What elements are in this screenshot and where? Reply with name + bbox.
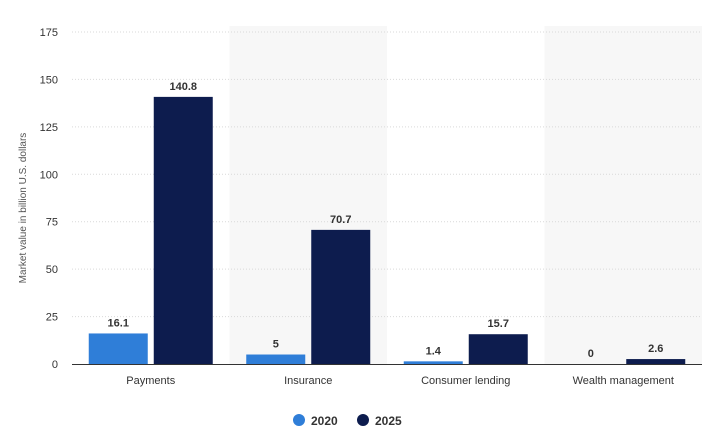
- x-category-label: Payments: [126, 375, 175, 387]
- data-label: 0: [588, 348, 594, 360]
- bars: [88, 96, 686, 364]
- y-tick-label: 125: [40, 122, 58, 134]
- y-tick-label: 50: [46, 264, 58, 276]
- data-label: 70.7: [330, 214, 351, 226]
- legend-marker: [357, 414, 369, 426]
- y-tick-label: 25: [46, 312, 58, 324]
- category-bands: [229, 26, 702, 364]
- bar-2025[interactable]: [311, 229, 371, 364]
- y-tick-label: 175: [40, 27, 58, 39]
- data-labels: 16.1 140.8 5 70.7 1.4 15.7 0 2.6: [108, 81, 664, 360]
- y-tick-label: 150: [40, 74, 58, 86]
- legend-marker: [293, 414, 305, 426]
- x-category-label: Insurance: [284, 375, 332, 387]
- y-tick-label: 75: [46, 217, 58, 229]
- x-category-label: Wealth management: [573, 375, 674, 387]
- y-tick-label: 0: [52, 359, 58, 371]
- category-band: [544, 26, 702, 364]
- legend-item-label[interactable]: 2025: [375, 414, 402, 428]
- data-label: 5: [273, 339, 279, 351]
- data-label: 16.1: [108, 317, 129, 329]
- bar-2020[interactable]: [88, 333, 148, 364]
- bar-2025[interactable]: [153, 96, 213, 364]
- y-tick-label: 100: [40, 169, 58, 181]
- data-label: 140.8: [169, 81, 197, 93]
- legend[interactable]: 2020 2025: [293, 414, 402, 428]
- data-label: 1.4: [426, 345, 442, 357]
- category-labels: Payments Insurance Consumer lending Wealth …: [126, 375, 674, 387]
- x-category-label: Consumer lending: [421, 375, 510, 387]
- y-axis-title: Market value in billion U.S. dollars: [18, 133, 29, 284]
- legend-item-label[interactable]: 2020: [311, 414, 338, 428]
- data-label: 2.6: [648, 343, 663, 355]
- bar-2025[interactable]: [468, 334, 528, 364]
- bar-2025[interactable]: [626, 359, 686, 364]
- y-axis-ticks: 0 25 50 75 100 125 150 175: [40, 27, 58, 371]
- bar-2020[interactable]: [403, 361, 463, 364]
- data-label: 15.7: [488, 318, 509, 330]
- bar-2020[interactable]: [246, 354, 306, 364]
